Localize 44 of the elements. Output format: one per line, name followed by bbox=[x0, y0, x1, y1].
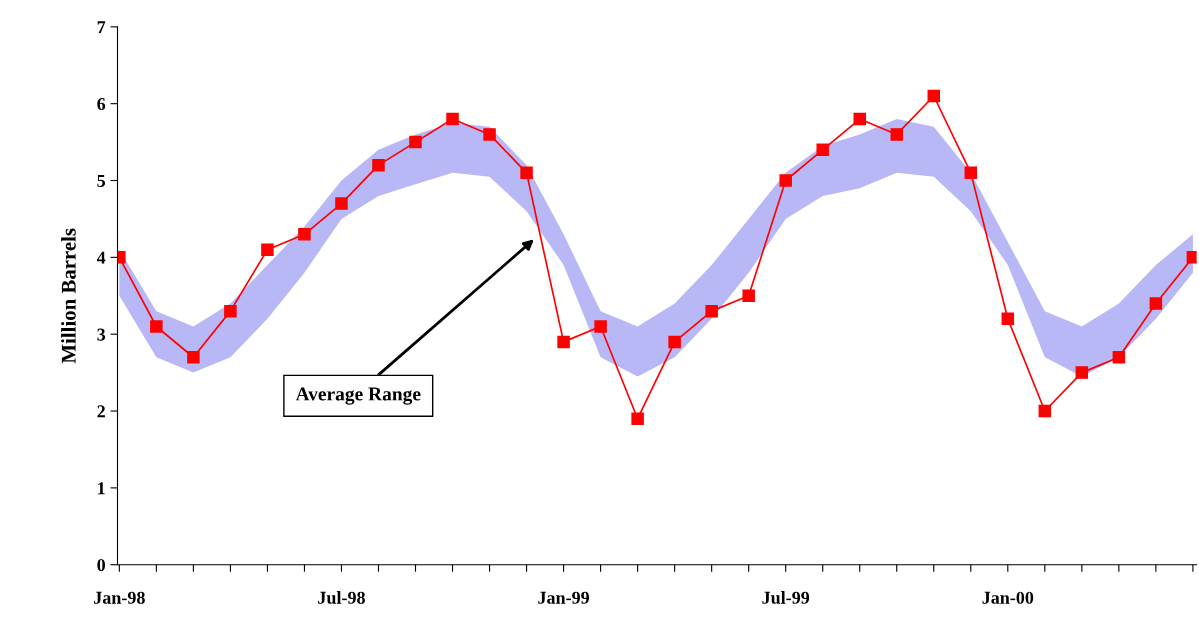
point bbox=[372, 158, 385, 172]
point bbox=[1186, 251, 1197, 264]
x-tick-label: Jan-00 bbox=[982, 591, 1034, 604]
point bbox=[668, 335, 681, 349]
point bbox=[705, 304, 718, 318]
point bbox=[1149, 297, 1163, 310]
point bbox=[927, 89, 941, 103]
annotation: Average Range bbox=[295, 387, 421, 405]
point bbox=[779, 174, 792, 187]
x-tick-label: Jan-99 bbox=[538, 591, 590, 604]
y-tick-label: 3 bbox=[97, 328, 106, 341]
point bbox=[298, 228, 311, 241]
y-tick-label: 5 bbox=[97, 174, 106, 187]
point bbox=[742, 289, 755, 303]
x-tick-label: Jan-98 bbox=[94, 591, 145, 604]
y-axis-title: Million Barrels bbox=[61, 228, 76, 364]
point bbox=[520, 166, 533, 180]
point bbox=[335, 197, 348, 210]
point bbox=[187, 350, 200, 364]
point bbox=[1075, 366, 1089, 379]
y-tick-label: 2 bbox=[97, 405, 105, 418]
point bbox=[890, 128, 903, 141]
y-tick-label: 4 bbox=[96, 251, 106, 264]
point bbox=[1038, 404, 1052, 418]
point bbox=[483, 128, 496, 141]
point bbox=[853, 112, 866, 126]
x-tick-label: Jul-99 bbox=[762, 591, 810, 604]
point bbox=[594, 320, 607, 333]
y-tick-label: 0 bbox=[97, 558, 106, 572]
y-tick-label: 6 bbox=[97, 97, 106, 111]
point bbox=[409, 135, 422, 149]
x-tick-label: Jul-98 bbox=[318, 591, 365, 604]
point bbox=[446, 112, 459, 126]
point bbox=[1001, 312, 1015, 326]
point bbox=[150, 320, 163, 333]
point bbox=[816, 143, 829, 157]
point bbox=[557, 335, 570, 349]
point bbox=[964, 166, 978, 180]
y-tick-label: 7 bbox=[97, 21, 106, 34]
y-tick-label: 1 bbox=[98, 482, 105, 495]
point bbox=[1112, 350, 1126, 364]
point bbox=[631, 412, 644, 425]
point bbox=[224, 304, 237, 318]
point bbox=[261, 243, 274, 256]
